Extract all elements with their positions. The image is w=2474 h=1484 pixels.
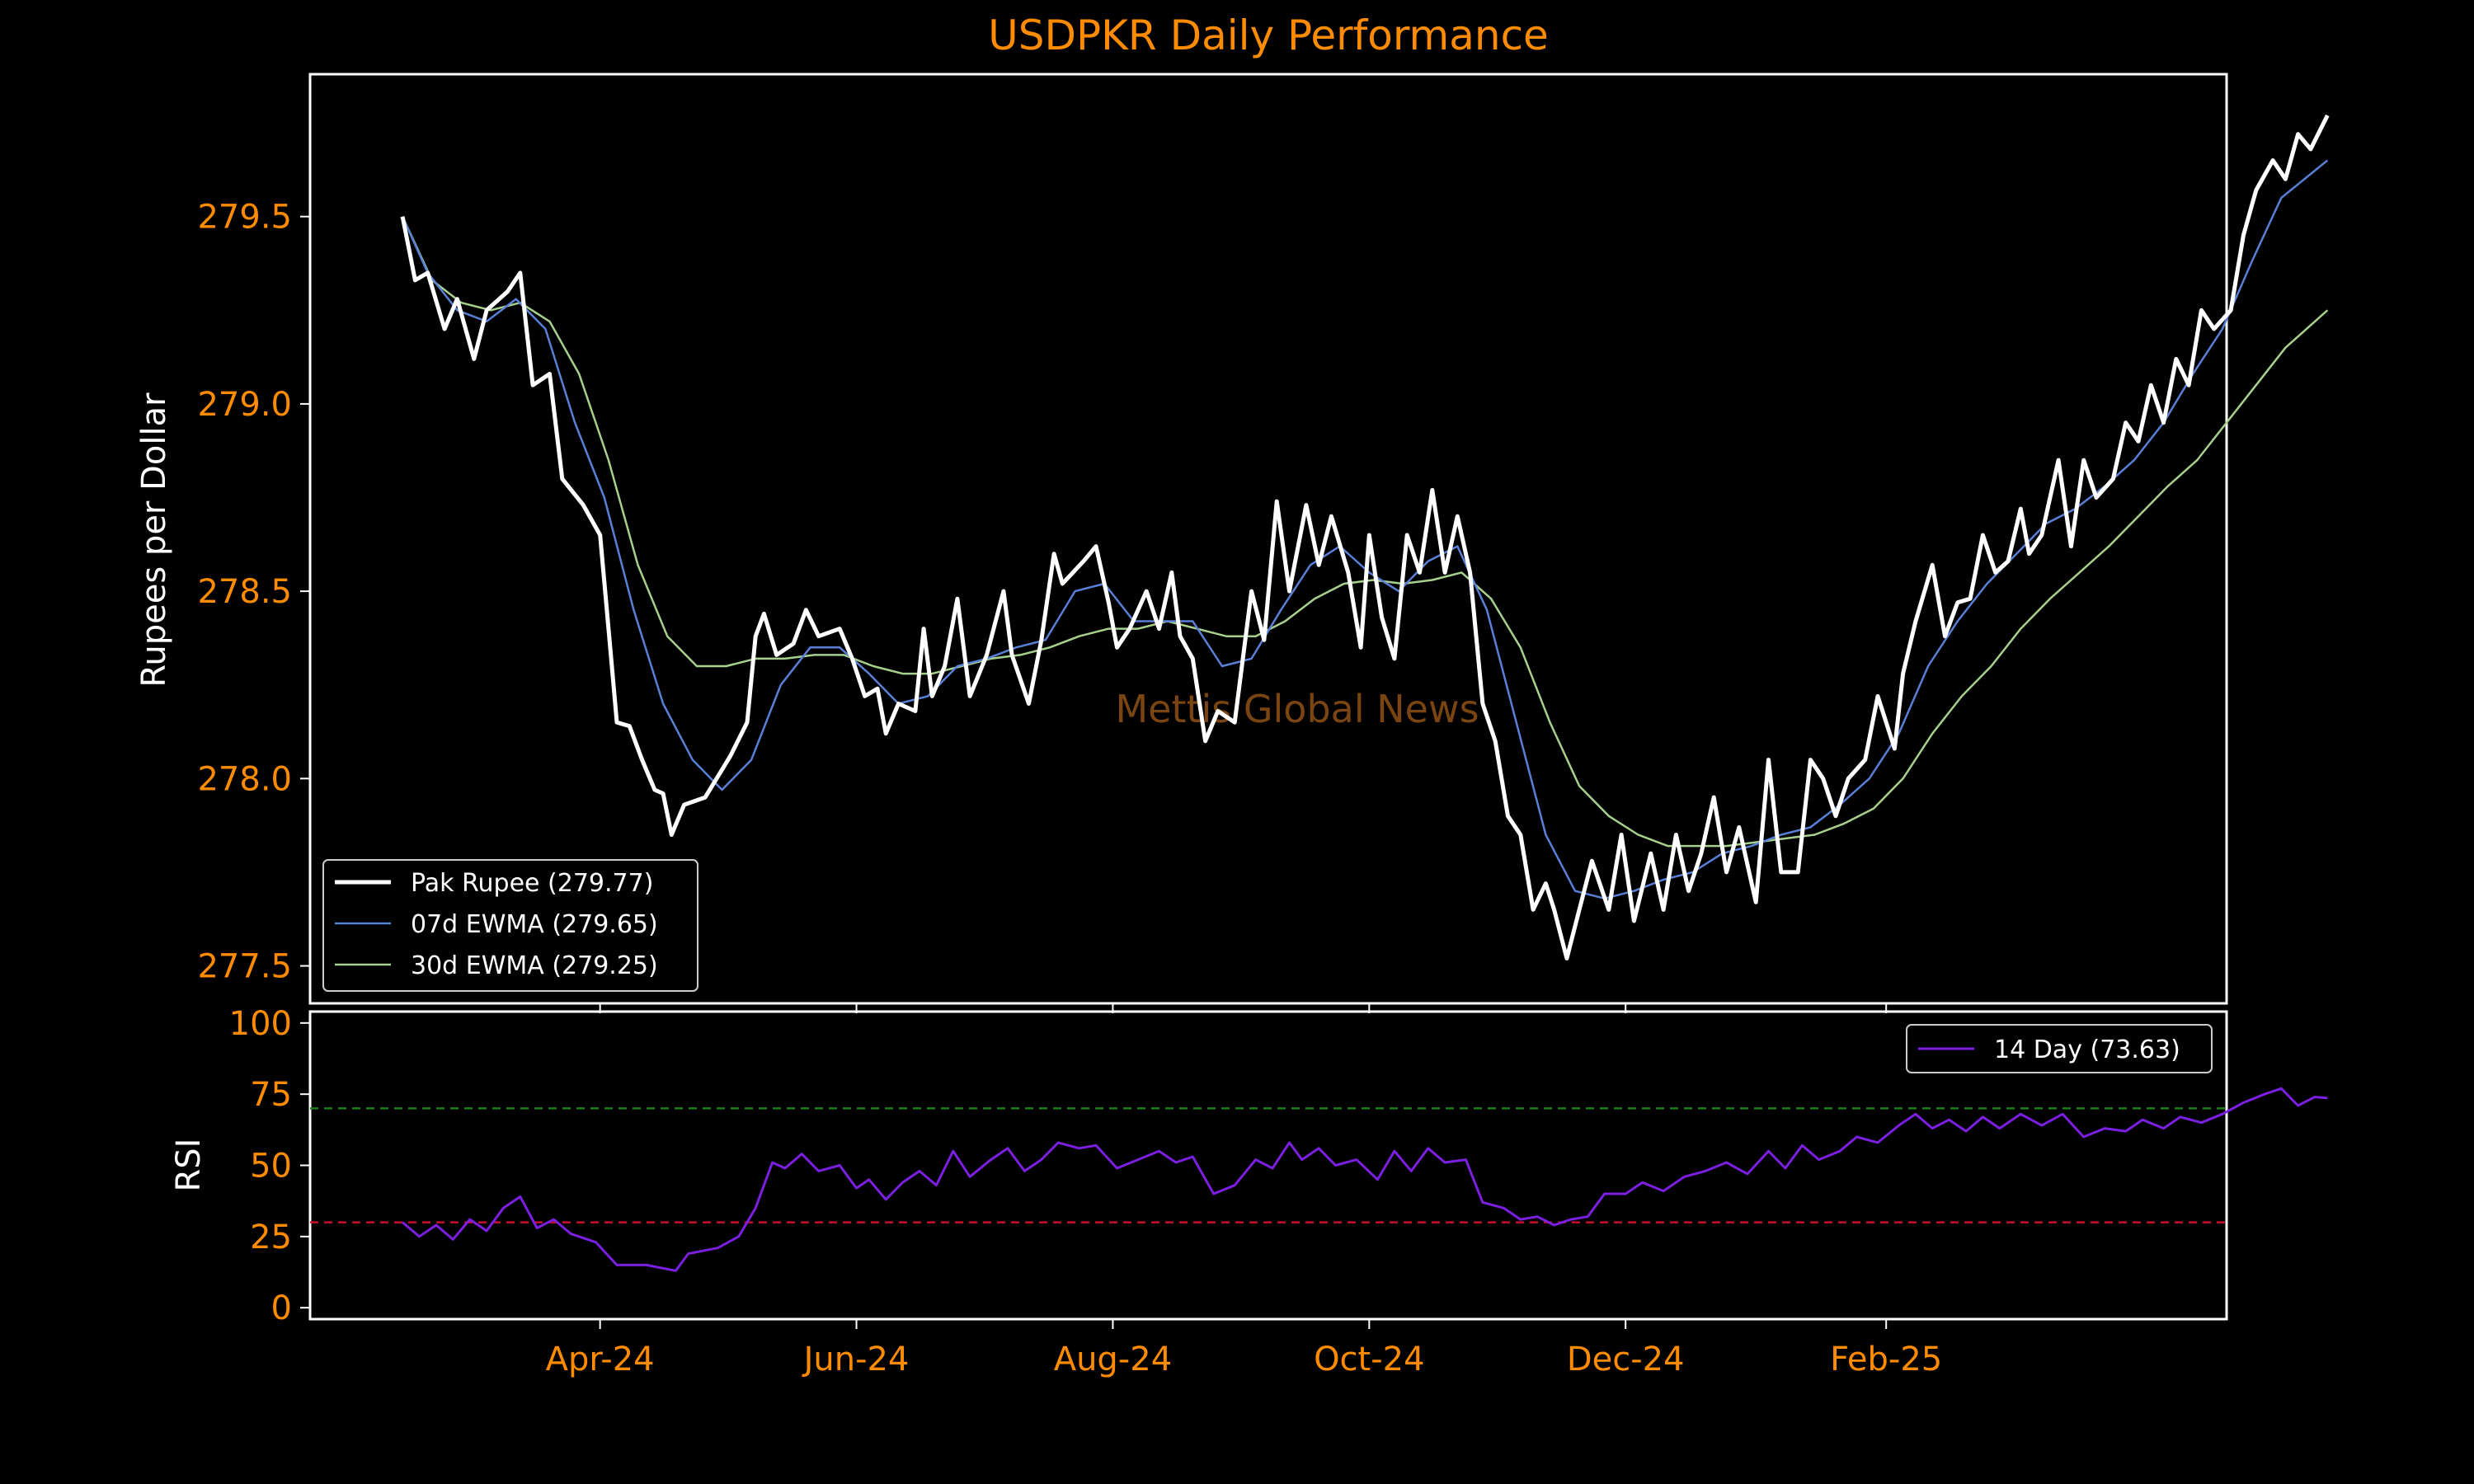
rsi-reference-lines	[310, 1107, 2227, 1223]
rsi-y-tick-label: 100	[229, 1005, 292, 1043]
price-legend-label-1: 07d EWMA (279.65)	[411, 910, 658, 939]
price-y-tick-label: 278.5	[197, 573, 292, 611]
price-panel: Rupees per Dollar 277.5278.0278.5279.027…	[135, 73, 2330, 1013]
price-series-line-0	[400, 114, 2330, 960]
rsi-y-tick-label: 25	[250, 1219, 292, 1256]
price-y-ticks: 277.5 278.0 278.5 279.0 279.5	[197, 199, 310, 986]
x-tick-label: Aug-24	[1054, 1341, 1172, 1378]
price-legend: Pak Rupee (279.77) 07d EWMA (279.65) 30d E…	[322, 859, 698, 992]
x-tick-label: Jun-24	[802, 1341, 910, 1378]
rsi-series-lines	[402, 1087, 2328, 1272]
price-y-axis-label: Rupees per Dollar	[135, 392, 173, 688]
price-series-lines	[400, 114, 2330, 960]
watermark: Mettis Global News	[1115, 687, 1479, 731]
price-legend-box	[322, 859, 698, 992]
rsi-legend: 14 Day (73.63)	[1906, 1024, 2213, 1073]
rsi-y-tick-label: 50	[250, 1148, 292, 1186]
x-tick-label: Feb-25	[1830, 1341, 1942, 1378]
rsi-legend-box	[1906, 1024, 2213, 1073]
price-y-tick-label: 277.5	[197, 948, 292, 986]
rsi-y-axis-label: RSI	[170, 1139, 208, 1192]
price-series-line-1	[401, 159, 2329, 900]
rsi-y-tick-label: 75	[250, 1076, 292, 1114]
price-series-line-2	[401, 216, 2329, 848]
rsi-series-line-0	[402, 1087, 2328, 1272]
price-y-tick-label: 278.0	[197, 760, 292, 798]
chart-title: USDPKR Daily Performance	[988, 12, 1549, 59]
price-y-tick-label: 279.5	[197, 199, 292, 237]
rsi-panel: RSI 0 25 50 75 100 Apr-24 Jun-24 Aug-24 Oct-24 D…	[170, 1005, 2328, 1378]
price-plot-frame	[308, 73, 2228, 1005]
rsi-y-ticks: 0 25 50 75 100	[229, 1005, 310, 1327]
price-y-tick-label: 279.0	[197, 386, 292, 424]
rsi-y-tick-label: 0	[271, 1289, 292, 1327]
x-tick-label: Dec-24	[1567, 1341, 1685, 1378]
x-tick-label: Apr-24	[546, 1341, 655, 1378]
rsi-x-ticks: Apr-24 Jun-24 Aug-24 Oct-24 Dec-24 Feb-25	[546, 1319, 1942, 1378]
rsi-legend-label-0: 14 Day (73.63)	[1994, 1036, 2180, 1064]
price-legend-label-0: Pak Rupee (279.77)	[411, 869, 653, 898]
x-tick-label: Oct-24	[1314, 1341, 1425, 1378]
price-legend-label-2: 30d EWMA (279.25)	[411, 951, 658, 980]
